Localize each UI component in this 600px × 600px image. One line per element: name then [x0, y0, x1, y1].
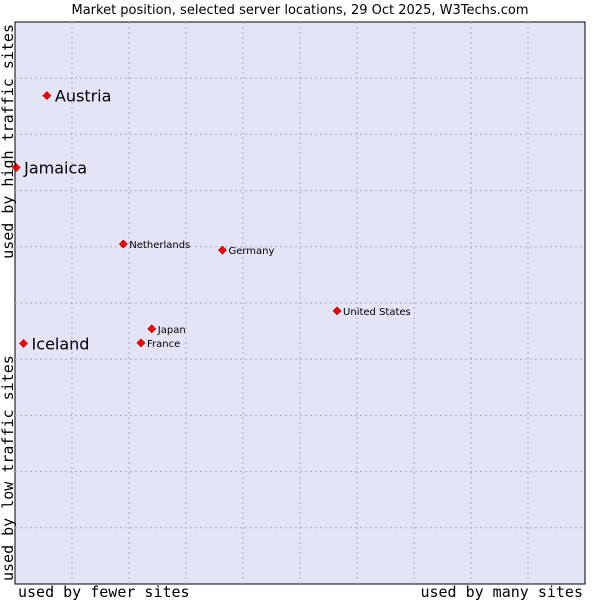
- x-axis-label-right: used by many sites: [420, 583, 583, 600]
- data-point-japan[interactable]: [147, 324, 157, 334]
- data-label-japan: Japan: [157, 325, 186, 336]
- data-point-austria[interactable]: [42, 91, 52, 101]
- data-label-jamaica: Jamaica: [23, 159, 87, 178]
- data-label-netherlands: Netherlands: [129, 240, 190, 251]
- data-label-france: France: [147, 339, 180, 350]
- data-points: Austria Jamaica Iceland Netherlands Germany U…: [11, 87, 411, 353]
- data-point-iceland[interactable]: [19, 339, 28, 348]
- chart-title: Market position, selected server locatio…: [71, 3, 528, 18]
- data-point-united-states[interactable]: [332, 306, 342, 316]
- y-axis-label-bottom: used by low traffic sites: [0, 355, 17, 581]
- data-point-jamaica[interactable]: [11, 163, 21, 172]
- data-label-austria: Austria: [55, 87, 112, 106]
- data-point-germany[interactable]: [218, 245, 227, 255]
- data-label-germany: Germany: [228, 246, 274, 257]
- data-label-iceland: Iceland: [32, 334, 90, 353]
- data-point-netherlands[interactable]: [118, 239, 128, 249]
- grid-lines: [15, 22, 585, 584]
- y-axis-label-top: used by high traffic sites: [0, 24, 17, 259]
- x-axis-label-left: used by fewer sites: [18, 583, 190, 600]
- data-label-united-states: United States: [343, 307, 411, 318]
- data-point-france[interactable]: [136, 338, 146, 348]
